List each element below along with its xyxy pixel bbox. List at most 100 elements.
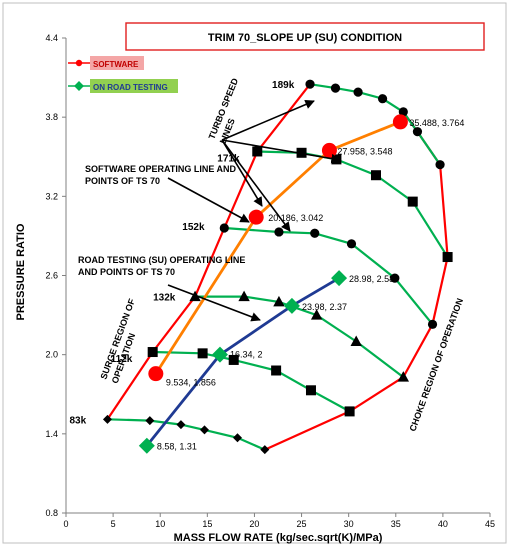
operating-line-layer: [138, 114, 408, 454]
speed-point: [390, 273, 400, 283]
speed-point: [228, 354, 239, 365]
title-box: [125, 22, 485, 51]
axes-layer: 0.8 1.4 2.0 2.6 3.2 3.8 4.4 0 5 10 15 20 25 30 35 40 45: [45, 33, 495, 529]
x-tick-label: 45: [485, 519, 495, 529]
annotation-arrow: [221, 139, 263, 207]
software-point: [248, 209, 264, 225]
speed-point: [435, 160, 445, 170]
y-axis-title: PRESSURE RATIO: [15, 223, 27, 320]
x-tick-label: 15: [202, 519, 212, 529]
x-tick-label: 5: [111, 519, 116, 529]
x-tick-label: 30: [344, 519, 354, 529]
annotation-arrow: [221, 139, 291, 232]
annotation-software-operating-line: SOFTWARE OPERATING LINE AND: [85, 164, 237, 174]
speed-point: [102, 414, 112, 424]
x-tick-label: 0: [63, 519, 68, 529]
speed-line-152k: [224, 226, 434, 325]
point-value-label: 8.58, 1.31: [157, 442, 197, 452]
road-point: [211, 346, 228, 363]
y-tick-label: 2.0: [45, 350, 58, 360]
point-value-label: 20.186, 3.042: [268, 213, 323, 223]
y-tick-label: 2.6: [45, 271, 58, 281]
speed-point: [271, 365, 282, 376]
speed-point: [397, 371, 410, 382]
legend-road-label: ON ROAD TESTING: [93, 83, 168, 92]
speed-point: [260, 445, 270, 455]
speed-line-layer: 83k 112k 132k 152k 171k 189k: [69, 79, 453, 455]
legend-software-label: SOFTWARE: [93, 60, 139, 69]
speed-point: [147, 347, 158, 358]
chart-title: TRIM 70_SLOPE UP (SU) CONDITION: [208, 32, 402, 44]
speed-point: [232, 433, 242, 443]
speed-point: [219, 223, 229, 233]
speed-point: [427, 319, 438, 329]
speed-line-112k: [152, 350, 351, 413]
legend: SOFTWARE ON ROAD TESTING: [68, 56, 178, 93]
speed-point: [273, 295, 285, 307]
point-value-label: 9.534, 1.856: [166, 378, 216, 388]
speed-point: [350, 335, 362, 346]
road-operating-line: [145, 276, 340, 447]
legend-item-road: ON ROAD TESTING: [68, 79, 178, 93]
point-value-label: 16.34, 2: [230, 350, 263, 360]
speed-point: [344, 406, 355, 417]
speed-point: [310, 309, 323, 320]
x-tick-label: 20: [249, 519, 259, 529]
road-point: [331, 270, 348, 287]
y-tick-label: 4.4: [45, 33, 58, 43]
software-point: [392, 114, 408, 130]
speed-point: [353, 87, 363, 97]
speed-point: [305, 79, 315, 89]
legend-road-marker: [74, 81, 84, 91]
software-operating-line: [154, 120, 401, 375]
speed-point: [200, 425, 210, 435]
speed-point: [274, 227, 284, 237]
label-layer: 35.488, 3.764 27.958, 3.548 20.186, 3.042 9…: [157, 118, 465, 452]
legend-item-software: SOFTWARE: [68, 56, 144, 70]
surge-envelope-line: [106, 83, 311, 420]
speed-point: [398, 107, 408, 117]
software-point: [321, 142, 337, 158]
y-tick-label: 3.2: [45, 191, 58, 201]
speed-point: [197, 348, 208, 359]
annotation-road-operating-line: AND POINTS OF TS 70: [78, 267, 175, 277]
annotation-road-operating: ROAD TESTING (SU) OPERATING LINE AND POIN…: [78, 255, 245, 277]
speed-line-132k: [195, 295, 404, 378]
speed-point: [305, 385, 316, 396]
annotation-arrow: [221, 99, 315, 141]
annotation-arrow: [167, 284, 261, 322]
road-point: [138, 437, 155, 454]
annotation-software-operating: SOFTWARE OPERATING LINE AND POINTS OF TS …: [85, 164, 237, 186]
point-value-label: 23.98, 2.37: [302, 302, 347, 312]
y-tick-label: 1.4: [45, 429, 58, 439]
speed-label-152k: 152k: [182, 222, 205, 233]
speed-point: [407, 196, 418, 207]
speed-label-132k: 132k: [153, 293, 176, 304]
speed-point: [330, 83, 341, 93]
speed-point: [252, 146, 263, 157]
y-tick-label: 0.8: [45, 508, 58, 518]
speed-line-83k: [107, 418, 266, 451]
road-point: [283, 297, 300, 314]
speed-label-171k: 171k: [217, 153, 240, 164]
x-tick-label: 25: [297, 519, 307, 529]
annotation-arrow: [221, 139, 341, 164]
x-tick-label: 10: [155, 519, 165, 529]
x-axis-title: MASS FLOW RATE (kg/sec.sqrt(K)/MPa): [174, 532, 383, 544]
speed-label-189k: 189k: [272, 80, 295, 91]
annotation-arrow: [167, 177, 250, 223]
x-tick-label: 40: [438, 519, 448, 529]
speed-point: [238, 290, 250, 302]
software-point: [148, 366, 164, 382]
speed-label-112k: 112k: [111, 354, 133, 365]
speed-point: [346, 239, 357, 249]
speed-point: [176, 420, 186, 430]
y-tick-label: 3.8: [45, 112, 58, 122]
legend-software-marker: [75, 59, 83, 67]
speed-point: [310, 228, 320, 238]
speed-label-83k: 83k: [69, 415, 86, 426]
x-tick-label: 35: [391, 519, 401, 529]
point-value-label: 27.958, 3.548: [337, 146, 392, 156]
